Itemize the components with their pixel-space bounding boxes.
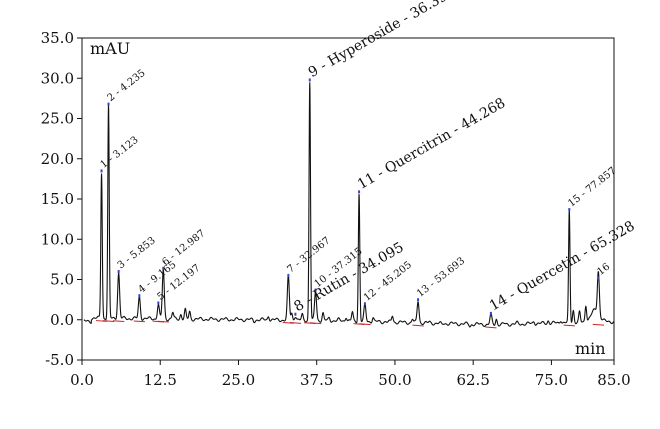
peak-baseline-segment (359, 323, 371, 326)
x-tick-labels: 0.0 12.5 25.0 37.5 50.0 62.5 75.0 85.0 (70, 371, 631, 389)
y-tick-labels: -5.0 0.0 5.0 10.0 15.0 20.0 25.0 30.0 35.0 (41, 29, 74, 369)
peak-label-13: 13 - 53.693 (415, 256, 467, 300)
y-tick-label: 5.0 (50, 271, 74, 289)
y-tick-label: 35.0 (41, 29, 74, 47)
x-tick-label: 37.5 (300, 371, 333, 389)
y-axis-unit-label: mAU (90, 39, 130, 58)
x-tick-label: 0.0 (70, 371, 94, 389)
peak-label-1: 1 - 3.123 (99, 135, 141, 171)
peak-label-11: 11 - Quercitrin - 44.268 (355, 95, 508, 193)
peak-label-3: 3 - 5.853 (116, 235, 158, 271)
peak-label-9: 9 - Hyperoside - 36.392 (306, 0, 458, 81)
peak-baseline-segment (485, 326, 497, 329)
x-tick-label: 75.0 (535, 371, 568, 389)
x-tick-label: 62.5 (456, 371, 489, 389)
y-tick-label: -5.0 (45, 351, 74, 369)
y-tick-label: 20.0 (41, 150, 74, 168)
y-tick-label: 30.0 (41, 69, 74, 87)
chromatogram-trace (83, 82, 615, 328)
y-tick-label: 10.0 (41, 230, 74, 248)
x-tick-label: 50.0 (378, 371, 411, 389)
peak-baseline-segment (289, 322, 302, 324)
peak-baseline-segment (592, 323, 605, 326)
y-tick-label: 25.0 (41, 110, 74, 128)
peak-markers (100, 78, 600, 316)
peak-label-2: 2 - 4.235 (106, 68, 148, 104)
peak-baseline-segment (309, 322, 322, 325)
y-tick-label: 15.0 (41, 190, 74, 208)
peak-baseline-segment (112, 320, 125, 323)
peak-baseline-segment (157, 320, 169, 323)
x-axis-unit-label: min (575, 339, 606, 358)
x-tick-label: 85.0 (597, 371, 630, 389)
x-tick-label: 12.5 (144, 371, 177, 389)
y-tick-label: 0.0 (50, 311, 74, 329)
axis-ticks (77, 37, 615, 365)
trace-layer (83, 82, 615, 328)
baseline-layer (95, 320, 605, 329)
peak-baseline-segment (563, 324, 575, 327)
peak-baseline-segment (412, 324, 424, 327)
peak-label-6: 6 - 12.987 (160, 228, 207, 268)
peak-baseline-segment (133, 320, 146, 323)
x-tick-label: 25.0 (222, 371, 255, 389)
peak-baseline-segment (102, 320, 115, 322)
peak-label-15: 15 - 77.857 (566, 165, 618, 209)
peak-label-14: 14 - Quercetin - 65.328 (487, 218, 638, 314)
